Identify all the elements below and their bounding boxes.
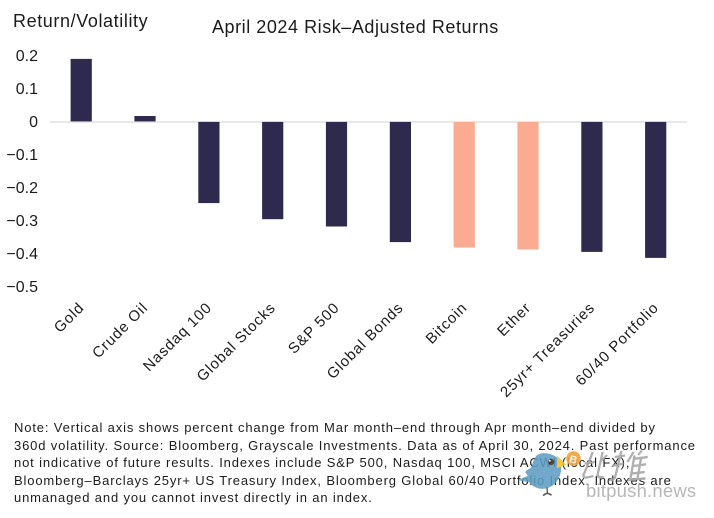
svg-text:−0.5: −0.5	[6, 279, 38, 296]
svg-text:−0.1: −0.1	[6, 147, 38, 164]
svg-text:−0.4: −0.4	[6, 246, 38, 263]
svg-text:−0.2: −0.2	[6, 180, 38, 197]
svg-text:bitpush.news: bitpush.news	[586, 480, 696, 501]
svg-text:B: B	[568, 453, 579, 467]
svg-text:−0.3: −0.3	[6, 213, 38, 230]
svg-text:0.2: 0.2	[16, 48, 38, 65]
svg-text:0.1: 0.1	[16, 81, 38, 98]
svg-text:0: 0	[29, 114, 38, 131]
